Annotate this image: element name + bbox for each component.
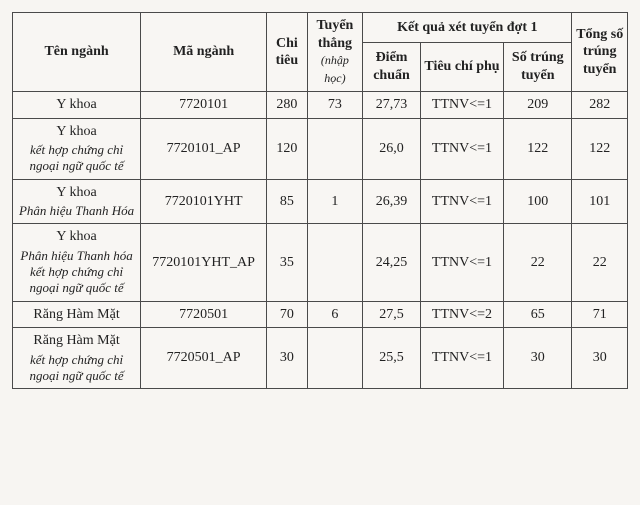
cell-total: 22 [572, 224, 628, 301]
hdr-name: Tên ngành [13, 13, 141, 92]
cell-quota: 70 [267, 301, 308, 328]
name-sub: kết hợp chứng chỉ ngoại ngữ quốc tế [16, 142, 137, 175]
cell-score: 25,5 [363, 328, 421, 389]
cell-code: 7720101YHT_AP [141, 224, 267, 301]
cell-score: 26,39 [363, 179, 421, 224]
cell-total: 282 [572, 92, 628, 119]
cell-passed: 100 [504, 179, 572, 224]
cell-passed: 22 [504, 224, 572, 301]
cell-criteria: TTNV<=1 [420, 92, 503, 119]
hdr-criteria: Tiêu chí phụ [420, 42, 503, 91]
hdr-direct-sub: (nhập học) [321, 53, 349, 85]
cell-total: 30 [572, 328, 628, 389]
hdr-code: Mã ngành [141, 13, 267, 92]
cell-quota: 35 [267, 224, 308, 301]
name-main: Y khoa [16, 184, 137, 202]
name-sub: kết hợp chứng chỉ ngoại ngữ quốc tế [16, 352, 137, 385]
cell-direct: 73 [307, 92, 363, 119]
cell-criteria: TTNV<=2 [420, 301, 503, 328]
cell-direct [307, 328, 363, 389]
name-sub: Phân hiệu Thanh hóa kết hợp chứng chỉ ng… [16, 248, 137, 297]
cell-total: 71 [572, 301, 628, 328]
cell-direct [307, 224, 363, 301]
cell-score: 24,25 [363, 224, 421, 301]
name-sub: Phân hiệu Thanh Hóa [16, 203, 137, 219]
cell-passed: 122 [504, 118, 572, 179]
cell-direct [307, 118, 363, 179]
hdr-direct: Tuyển thẳng (nhập học) [307, 13, 363, 92]
cell-code: 7720501_AP [141, 328, 267, 389]
cell-code: 7720101_AP [141, 118, 267, 179]
table-header: Tên ngành Mã ngành Chi tiêu Tuyển thẳng … [13, 13, 628, 92]
cell-direct: 6 [307, 301, 363, 328]
hdr-total: Tổng số trúng tuyển [572, 13, 628, 92]
admission-table: Tên ngành Mã ngành Chi tiêu Tuyển thẳng … [12, 12, 628, 389]
name-main: Y khoa [16, 228, 137, 246]
table-row: Y khoakết hợp chứng chỉ ngoại ngữ quốc t… [13, 118, 628, 179]
hdr-round1: Kết quả xét tuyển đợt 1 [363, 13, 572, 43]
cell-name: Y khoa [13, 92, 141, 119]
cell-name: Răng Hàm Mặt [13, 301, 141, 328]
cell-code: 7720501 [141, 301, 267, 328]
table-row: Y khoa Phân hiệu Thanh hóa kết hợp chứng … [13, 224, 628, 301]
cell-score: 27,73 [363, 92, 421, 119]
cell-name: Y khoakết hợp chứng chỉ ngoại ngữ quốc t… [13, 118, 141, 179]
name-main: Răng Hàm Mặt [16, 332, 137, 350]
cell-score: 27,5 [363, 301, 421, 328]
table-row: Răng Hàm Mặt kết hợp chứng chỉ ngoại ngữ … [13, 328, 628, 389]
cell-quota: 30 [267, 328, 308, 389]
cell-code: 7720101 [141, 92, 267, 119]
cell-direct: 1 [307, 179, 363, 224]
hdr-passed: Số trúng tuyển [504, 42, 572, 91]
hdr-quota: Chi tiêu [267, 13, 308, 92]
cell-passed: 30 [504, 328, 572, 389]
cell-quota: 85 [267, 179, 308, 224]
cell-passed: 65 [504, 301, 572, 328]
name-main: Y khoa [16, 96, 137, 114]
cell-total: 101 [572, 179, 628, 224]
cell-criteria: TTNV<=1 [420, 224, 503, 301]
cell-score: 26,0 [363, 118, 421, 179]
cell-criteria: TTNV<=1 [420, 179, 503, 224]
hdr-direct-main: Tuyển thẳng [317, 18, 354, 51]
cell-name: Y khoa Phân hiệu Thanh hóa kết hợp chứng … [13, 224, 141, 301]
cell-name: Răng Hàm Mặt kết hợp chứng chỉ ngoại ngữ … [13, 328, 141, 389]
table-row: Răng Hàm Mặt772050170627,5TTNV<=26571 [13, 301, 628, 328]
cell-passed: 209 [504, 92, 572, 119]
cell-name: Y khoaPhân hiệu Thanh Hóa [13, 179, 141, 224]
table-row: Y khoa77201012807327,73TTNV<=1209282 [13, 92, 628, 119]
cell-criteria: TTNV<=1 [420, 118, 503, 179]
hdr-score: Điểm chuẩn [363, 42, 421, 91]
cell-quota: 120 [267, 118, 308, 179]
cell-total: 122 [572, 118, 628, 179]
cell-quota: 280 [267, 92, 308, 119]
name-main: Y khoa [16, 123, 137, 141]
cell-code: 7720101YHT [141, 179, 267, 224]
name-main: Răng Hàm Mặt [16, 306, 137, 324]
cell-criteria: TTNV<=1 [420, 328, 503, 389]
table-row: Y khoaPhân hiệu Thanh Hóa7720101YHT85126… [13, 179, 628, 224]
table-body: Y khoa77201012807327,73TTNV<=1209282Y kh… [13, 92, 628, 389]
